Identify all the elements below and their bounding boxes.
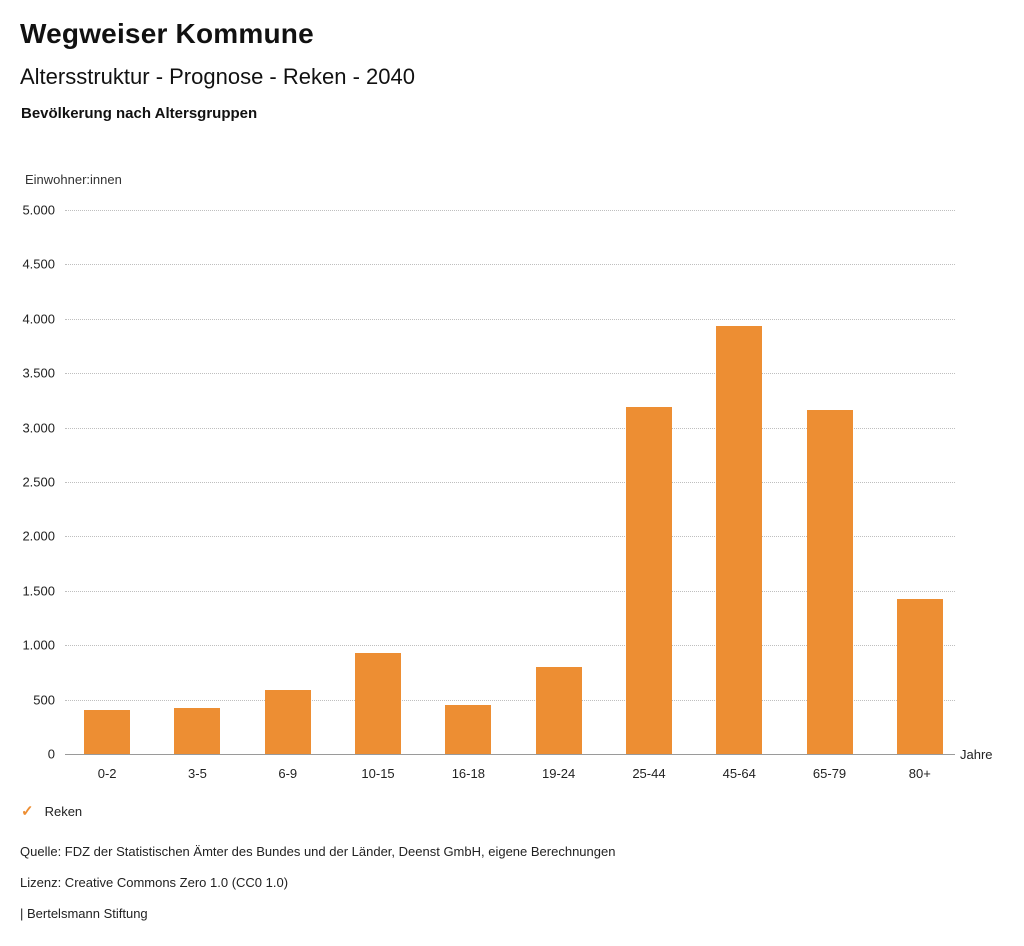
bar-3-5[interactable]	[174, 707, 221, 754]
y-axis-tick-label: 4.500	[22, 256, 55, 272]
page-subtitle: Altersstruktur - Prognose - Reken - 2040	[20, 64, 415, 89]
y-axis-tick-label: 1.000	[22, 637, 55, 653]
y-gridline	[65, 427, 955, 429]
y-axis-tick-label: 1.500	[22, 583, 55, 599]
y-axis-tick-label: 3.500	[22, 365, 55, 381]
y-gridline	[65, 264, 955, 266]
x-axis-label: 10-15	[361, 766, 395, 781]
bar-19-24[interactable]	[535, 666, 582, 754]
y-gridline	[65, 536, 955, 538]
x-axis-baseline	[65, 754, 955, 755]
legend-item-reken[interactable]: ✓ Reken	[21, 804, 82, 819]
bar-0-2[interactable]	[84, 710, 131, 754]
x-axis-label: 0-2	[97, 766, 117, 781]
bar-16-18[interactable]	[445, 705, 492, 754]
y-gridline	[65, 210, 955, 211]
x-axis-title: Jahre	[960, 747, 993, 762]
y-gridline	[65, 645, 955, 647]
y-axis-tick-label: 2.000	[22, 528, 55, 544]
y-axis-tick-label: 5.000	[22, 202, 55, 218]
y-gridline	[65, 318, 955, 320]
bar-6-9[interactable]	[264, 689, 311, 754]
y-axis-tick-label: 4.000	[22, 311, 55, 327]
chart-heading: Bevölkerung nach Altersgruppen	[21, 105, 258, 122]
y-gridline	[65, 699, 955, 701]
y-gridline	[65, 590, 955, 592]
license-text: Lizenz: Creative Commons Zero 1.0 (CC0 1…	[20, 875, 289, 890]
attribution-text: | Bertelsmann Stiftung	[20, 906, 148, 921]
y-axis-tick-label: 3.000	[22, 420, 55, 436]
x-axis-label: 25-44	[632, 766, 666, 781]
plot-area	[62, 210, 965, 755]
y-axis-tick-label: 0	[47, 746, 55, 762]
y-gridline	[65, 482, 955, 483]
y-axis-tick-label: 500	[33, 692, 55, 708]
bar-65-79[interactable]	[806, 410, 853, 754]
x-axis-label: 65-79	[812, 766, 847, 781]
x-axis-label: 80+	[908, 766, 931, 781]
x-axis-label: 16-18	[451, 766, 485, 781]
x-axis-label: 19-24	[542, 766, 576, 781]
legend-label: Reken	[44, 804, 83, 819]
x-axis-label: 45-64	[722, 766, 756, 781]
page-title: Wegweiser Kommune	[20, 18, 314, 49]
y-axis-tick-label: 2.500	[22, 474, 55, 490]
x-axis-label: 6-9	[278, 766, 298, 781]
chart: Jahre 0 500 1.000 1.500 2.000 2.500 3.000 3.500…	[0, 203, 1024, 803]
y-gridline	[65, 373, 955, 375]
y-axis-title: Einwohner:innen	[25, 172, 122, 187]
bar-10-15[interactable]	[355, 652, 402, 754]
bar-80+[interactable]	[896, 598, 943, 754]
source-text: Quelle: FDZ der Statistischen Ämter des …	[20, 844, 616, 859]
x-axis-label: 3-5	[188, 766, 207, 781]
bar-45-64[interactable]	[716, 326, 763, 754]
bar-25-44[interactable]	[625, 406, 672, 754]
check-icon: ✓	[21, 803, 34, 820]
